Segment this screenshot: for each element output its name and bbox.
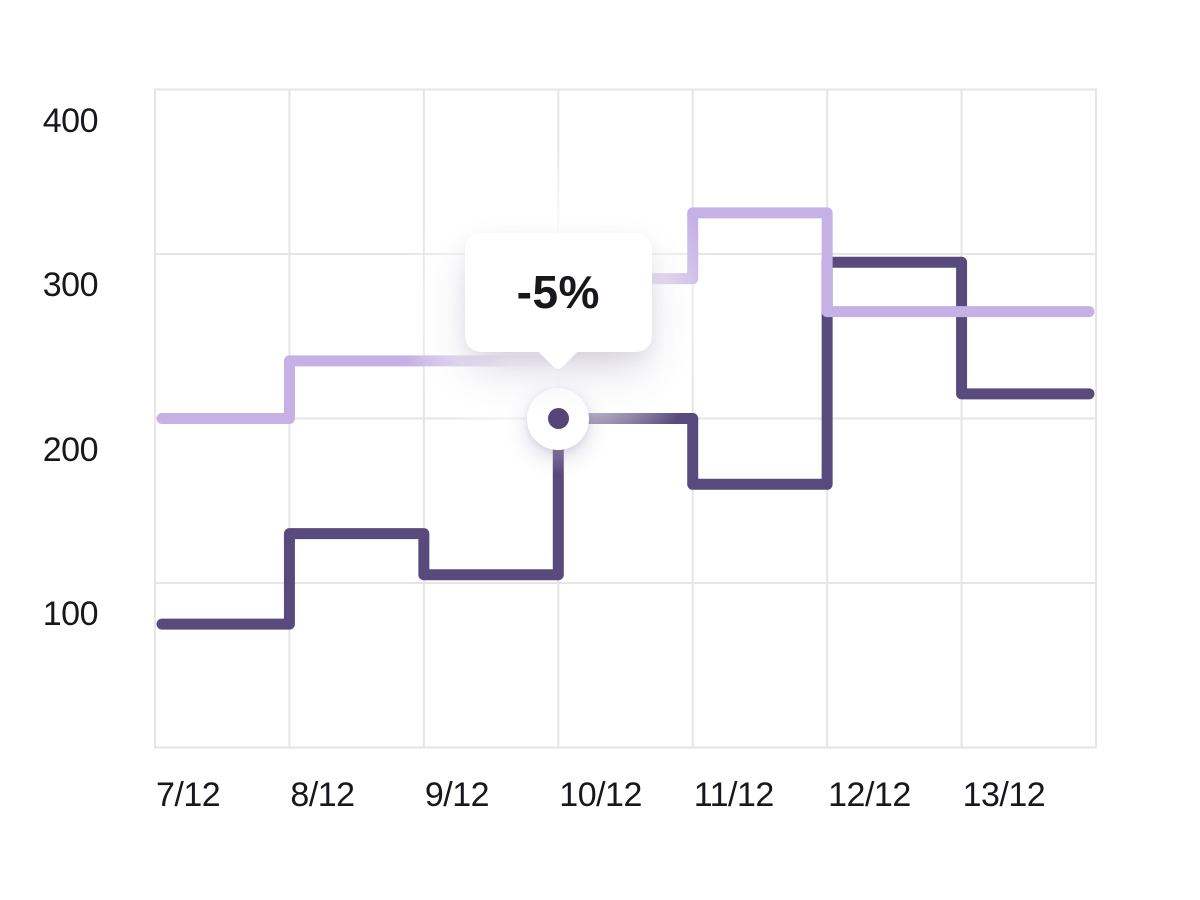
x-axis-label: 13/12 [962,776,1046,814]
marker-dot [547,408,569,429]
x-axis-label: 8/12 [290,776,355,814]
x-axis-label: 9/12 [424,776,490,814]
data-point-marker[interactable] [527,387,590,450]
x-axis-label: 7/12 [156,776,221,814]
y-axis-label: 300 [42,266,99,304]
x-axis-label: 10/12 [559,776,642,814]
y-axis-label: 400 [42,101,99,140]
y-axis-label: 100 [42,595,99,633]
tooltip-value: -5% [516,266,600,318]
y-axis-label: 200 [42,430,99,469]
tooltip: -5% [464,232,652,371]
x-axis-label: 12/12 [828,776,911,814]
x-axis-label: 11/12 [693,776,775,814]
